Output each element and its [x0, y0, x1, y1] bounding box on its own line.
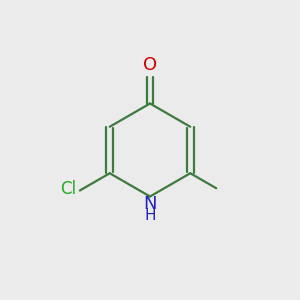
Text: N: N — [143, 195, 157, 213]
Text: H: H — [144, 208, 156, 223]
Text: O: O — [143, 56, 157, 74]
Text: Cl: Cl — [60, 180, 76, 198]
